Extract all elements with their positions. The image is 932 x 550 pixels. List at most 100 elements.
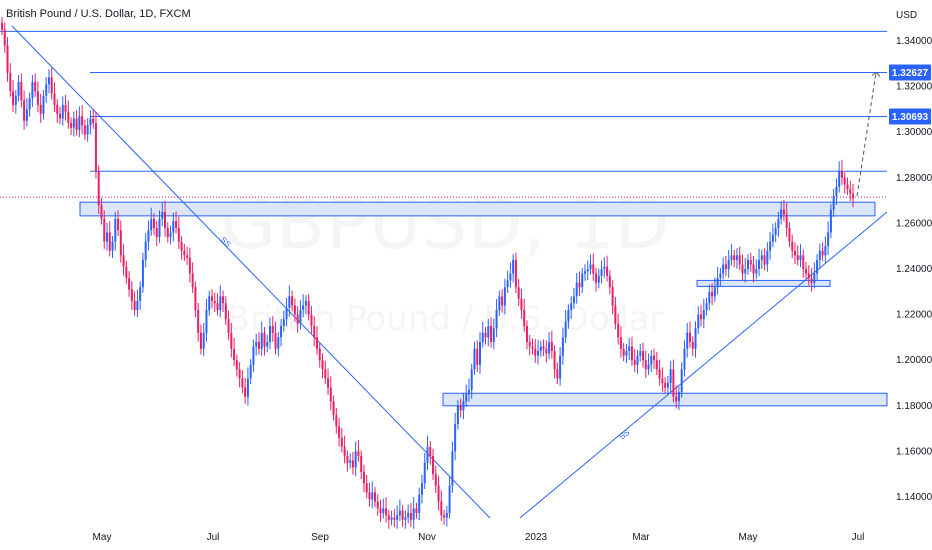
candle-body [644,360,647,370]
candle-body [72,118,75,128]
candle-body [199,332,202,349]
candle-body [564,321,567,338]
candle-body [465,394,468,402]
candle-body [785,214,788,228]
trendline-label: SS [618,428,632,442]
price-badge-label: 1.30693 [892,112,929,123]
candle-body [490,326,493,342]
candle-body [719,273,722,279]
x-tick-label: May [93,532,112,543]
candle-body [478,341,481,365]
candle-body [412,508,415,520]
candle-body [653,355,656,361]
candle-body [835,186,838,197]
candle-body [611,287,614,306]
candle-body [285,307,288,320]
x-tick-label: Nov [418,532,436,543]
candle-body [252,346,255,365]
watermark: GBPUSD, 1D British Pound / U.S. Dollar [220,181,669,339]
candle-body [849,189,852,194]
candle-body [843,177,846,185]
candle-body [197,310,200,333]
candle-body [360,455,363,472]
candle-body [188,257,191,274]
candle-body [642,351,645,361]
candle-body [114,218,117,242]
candle-body [111,241,114,251]
candle-body [608,275,611,288]
candle-body [595,273,598,283]
candle-body [713,287,716,297]
candle-body [542,346,545,349]
candle-body [177,227,180,242]
candle-body [47,77,50,85]
candle-body [683,348,686,370]
candle-body [20,82,23,101]
candle-body [97,170,100,206]
candle-body [498,296,501,311]
candle-body [6,45,9,73]
candle-body [332,401,335,415]
candle-body [735,255,738,260]
zone-box [442,392,888,407]
candle-body [374,492,377,502]
candle-body [92,118,95,124]
candle-body [462,401,465,411]
candle-body [36,91,39,105]
candle-body [238,369,241,379]
candle-body [492,328,495,342]
candle-body [467,389,470,395]
candle-body [628,346,631,352]
candle-body [724,264,727,269]
candle-body [329,387,332,402]
candle-body [161,212,164,219]
candles [1,17,854,529]
candle-body [534,348,537,356]
candle-body [266,341,269,347]
candle-body [443,515,446,518]
candle-body [59,113,62,119]
candle-body [83,125,86,135]
y-tick-label: 1.24000 [896,264,932,275]
chart-title: British Pound / U.S. Dollar, 1D, FXCM [6,8,191,20]
candle-body [288,296,291,308]
candle-body [661,378,664,383]
candle-body [144,241,147,260]
candle-body [556,369,559,379]
candle-body [771,234,774,242]
candle-body [354,451,357,468]
candle-body [501,296,504,306]
candle-body [81,116,84,126]
candle-body [658,369,661,379]
candle-body [155,227,158,238]
candle-body [119,230,122,256]
candle-body [821,250,824,256]
candle-body [440,501,443,516]
candle-body [105,232,108,242]
candle-body [559,355,562,379]
candle-body [376,501,379,509]
candle-body [122,255,125,267]
candle-body [448,485,451,513]
candle-body [103,218,106,242]
candle-body [191,273,194,288]
candle-body [260,332,263,349]
candle-body [169,232,172,238]
watermark-symbol: GBPUSD, 1D [220,181,669,265]
candle-body [25,109,28,121]
y-tick-label: 1.14000 [896,492,932,503]
candle-body [340,437,343,447]
candle-body [50,77,53,94]
candle-body [108,232,111,251]
candle-body [749,259,752,265]
candle-body [597,275,600,283]
candle-body [550,341,553,352]
projection-arrowhead [871,71,881,77]
candle-body [630,346,633,361]
candle-body [255,341,258,347]
candle-body [183,250,186,256]
candle-body [503,287,506,306]
candle-body [219,296,222,311]
candle-body [583,271,586,274]
